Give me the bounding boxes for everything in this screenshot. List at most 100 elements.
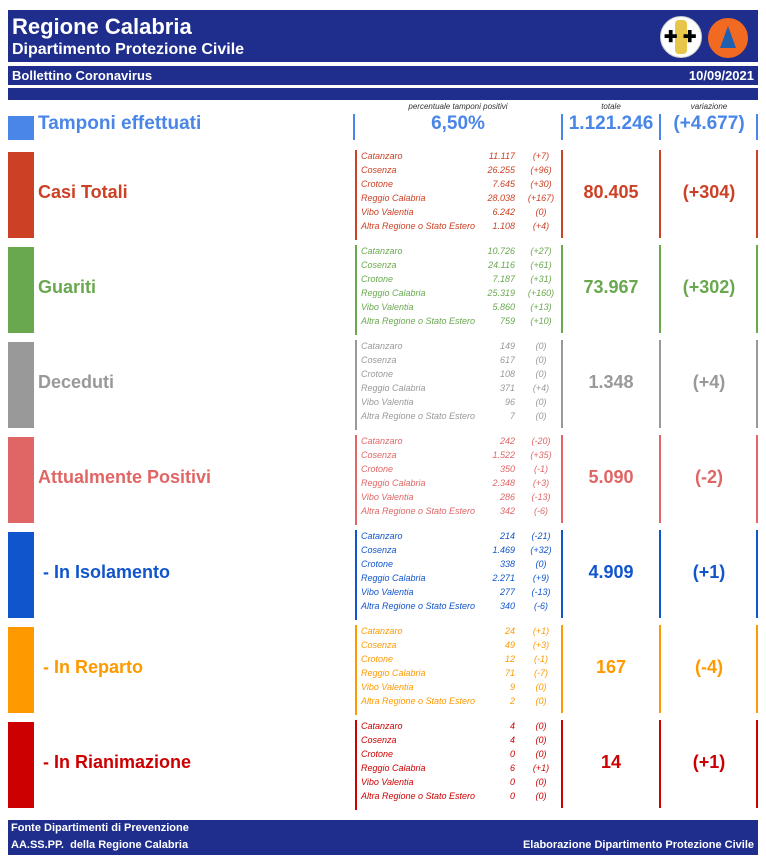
district-name: Vibo Valentia [361, 587, 414, 597]
district-row: Altra Regione o Stato Estero 1.108 (+4) [361, 221, 561, 235]
district-breakdown: Catanzaro 10.726 (+27) Cosenza 24.116 (+61) Cr… [355, 245, 563, 335]
divider [756, 530, 758, 618]
section-variation: (-4) [695, 657, 723, 677]
district-delta: (+32) [530, 545, 552, 555]
district-value: 25.319 [487, 288, 515, 298]
district-row: Cosenza 1.522 (+35) [361, 450, 561, 464]
district-value: 24.116 [488, 260, 515, 270]
district-row: Catanzaro 242 (-20) [361, 436, 561, 450]
district-name: Cosenza [361, 165, 397, 175]
district-name: Cosenza [361, 735, 397, 745]
district-value: 350 [499, 464, 515, 474]
section-attualmente-positivi: Attualmente Positivi Catanzaro 242 (-20) Cos… [0, 435, 766, 525]
district-name: Catanzaro [361, 246, 403, 256]
district-name: Altra Regione o Stato Estero [361, 221, 476, 231]
section-label: - In Reparto [38, 657, 144, 677]
section-total: 1.348 [588, 372, 634, 392]
district-row: Cosenza 4 (0) [361, 735, 561, 749]
district-row: Catanzaro 4 (0) [361, 721, 561, 735]
district-name: Vibo Valentia [361, 207, 414, 217]
district-row: Vibo Valentia 5.860 (+13) [361, 302, 561, 316]
district-row: Crotone 7.645 (+30) [361, 179, 561, 193]
district-delta: (+1) [532, 763, 550, 773]
district-value: 0 [509, 777, 515, 787]
district-value: 108 [499, 369, 515, 379]
district-value: 149 [499, 341, 515, 351]
divider [659, 530, 661, 618]
section-color-box [8, 342, 34, 428]
district-name: Reggio Calabria [361, 573, 426, 583]
district-delta: (+167) [527, 193, 555, 203]
district-breakdown: Catanzaro 4 (0) Cosenza 4 (0) Crotone 0 (0) Reggi… [355, 720, 563, 810]
district-row: Catanzaro 214 (-21) [361, 531, 561, 545]
district-value: 4 [509, 735, 515, 745]
district-name: Crotone [361, 464, 394, 474]
district-name: Catanzaro [361, 721, 403, 731]
district-delta: (-20) [531, 436, 551, 446]
footer-credit: Elaborazione Dipartimento Protezione Civ… [522, 839, 754, 851]
district-row: Vibo Valentia 286 (-13) [361, 492, 561, 506]
district-value: 71 [504, 668, 515, 678]
district-name: Catanzaro [361, 436, 403, 446]
district-row: Catanzaro 24 (+1) [361, 626, 561, 640]
district-delta: (+61) [530, 260, 552, 270]
bulletin-title: Bollettino Coronavirus [12, 68, 153, 83]
section-variation: (+302) [682, 277, 736, 297]
section-total: 14 [600, 752, 622, 772]
divider [756, 150, 758, 238]
district-value: 0 [509, 791, 515, 801]
district-delta: (-6) [534, 601, 548, 611]
district-value: 10.726 [487, 246, 515, 256]
district-delta: (+160) [527, 288, 555, 298]
tamponi-label: Tamponi effettuati [38, 113, 202, 134]
section-total: 5.090 [588, 467, 634, 487]
district-value: 342 [499, 506, 515, 516]
district-delta: (0) [535, 791, 547, 801]
divider [561, 245, 563, 333]
district-name: Altra Regione o Stato Estero [361, 601, 476, 611]
district-row: Altra Regione o Stato Estero 340 (-6) [361, 601, 561, 615]
district-row: Altra Regione o Stato Estero 2 (0) [361, 696, 561, 710]
district-name: Crotone [361, 559, 394, 569]
district-row: Reggio Calabria 28.038 (+167) [361, 193, 561, 207]
divider [561, 435, 563, 523]
district-breakdown: Catanzaro 149 (0) Cosenza 617 (0) Crotone 108 (0… [355, 340, 563, 430]
district-row: Crotone 12 (-1) [361, 654, 561, 668]
district-delta: (+3) [532, 640, 550, 650]
district-name: Altra Regione o Stato Estero [361, 316, 476, 326]
district-delta: (-1) [534, 654, 548, 664]
district-row: Reggio Calabria 371 (+4) [361, 383, 561, 397]
district-row: Catanzaro 149 (0) [361, 341, 561, 355]
district-delta: (+3) [532, 478, 550, 488]
district-name: Vibo Valentia [361, 397, 414, 407]
district-name: Crotone [361, 749, 394, 759]
district-delta: (0) [535, 369, 547, 379]
section-color-box [8, 627, 34, 713]
district-name: Cosenza [361, 450, 397, 460]
district-row: Altra Regione o Stato Estero 759 (+10) [361, 316, 561, 330]
divider [561, 530, 563, 618]
district-value: 49 [504, 640, 515, 650]
district-name: Catanzaro [361, 341, 403, 351]
district-value: 7 [509, 411, 515, 421]
district-name: Altra Regione o Stato Estero [361, 411, 476, 421]
district-delta: (-13) [531, 587, 551, 597]
district-name: Crotone [361, 274, 394, 284]
section-color-box [8, 437, 34, 523]
district-row: Cosenza 24.116 (+61) [361, 260, 561, 274]
district-name: Reggio Calabria [361, 763, 426, 773]
header-banner: Regione Calabria Dipartimento Protezione… [8, 10, 758, 62]
district-delta: (+4) [532, 383, 550, 393]
district-value: 6.242 [492, 207, 515, 217]
district-name: Reggio Calabria [361, 383, 426, 393]
district-row: Altra Regione o Stato Estero 7 (0) [361, 411, 561, 425]
district-breakdown: Catanzaro 24 (+1) Cosenza 49 (+3) Crotone 12 (-1… [355, 625, 563, 715]
district-delta: (0) [535, 682, 547, 692]
district-name: Cosenza [361, 545, 397, 555]
footer-source-2: AA.SS.PP. della Regione Calabria [11, 839, 189, 851]
district-value: 1.108 [492, 221, 515, 231]
district-name: Vibo Valentia [361, 302, 414, 312]
section-variation: (+4) [692, 372, 726, 392]
divider [756, 245, 758, 333]
district-delta: (0) [535, 777, 547, 787]
